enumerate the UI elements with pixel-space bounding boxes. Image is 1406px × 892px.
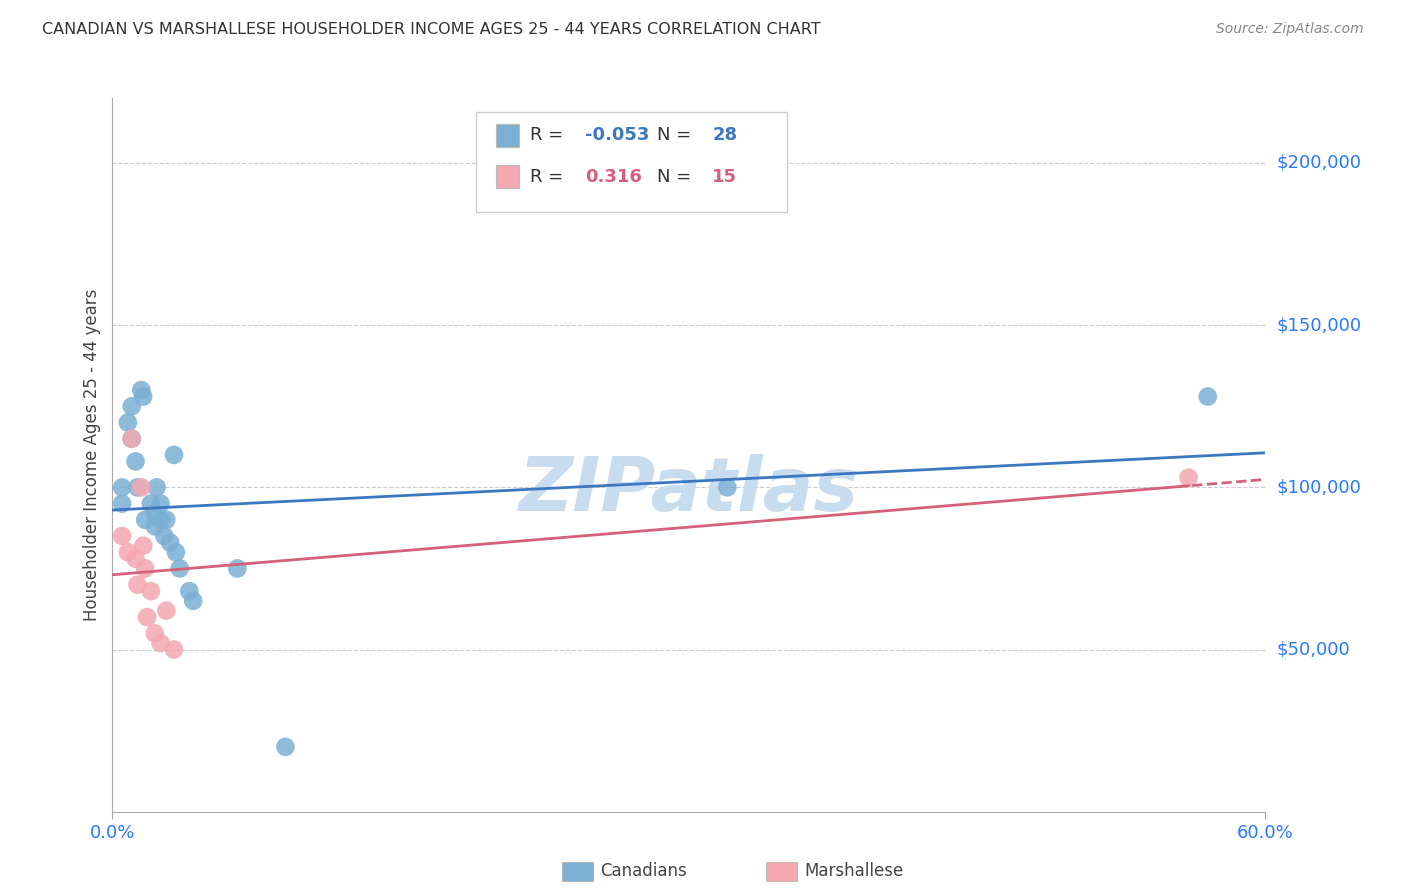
Text: Canadians: Canadians	[600, 863, 688, 880]
Point	[149, 497, 172, 511]
Bar	[496, 124, 519, 146]
Point	[1177, 470, 1199, 484]
Y-axis label: Householder Income Ages 25 - 44 years: Householder Income Ages 25 - 44 years	[83, 289, 101, 621]
Point	[274, 739, 297, 754]
Point	[124, 454, 146, 468]
Point	[121, 432, 143, 446]
Point	[111, 497, 134, 511]
Point	[143, 626, 166, 640]
Point	[132, 390, 155, 404]
Text: ZIPatlas: ZIPatlas	[519, 454, 859, 527]
Text: -0.053: -0.053	[585, 127, 650, 145]
Text: R =: R =	[530, 168, 569, 186]
Point	[136, 610, 159, 624]
Point	[121, 432, 143, 446]
Point	[117, 416, 139, 430]
Point	[139, 497, 162, 511]
Text: $150,000: $150,000	[1277, 316, 1361, 334]
Point	[127, 480, 149, 494]
Point	[181, 594, 204, 608]
Point	[153, 529, 176, 543]
Point	[155, 604, 177, 618]
Point	[129, 480, 153, 494]
Point	[134, 561, 156, 575]
Point	[1197, 390, 1219, 404]
Text: CANADIAN VS MARSHALLESE HOUSEHOLDER INCOME AGES 25 - 44 YEARS CORRELATION CHART: CANADIAN VS MARSHALLESE HOUSEHOLDER INCO…	[42, 22, 821, 37]
Text: R =: R =	[530, 127, 569, 145]
Text: $50,000: $50,000	[1277, 640, 1350, 658]
Point	[111, 480, 134, 494]
Point	[127, 577, 149, 591]
Text: $100,000: $100,000	[1277, 478, 1361, 496]
Point	[143, 519, 166, 533]
Point	[124, 551, 146, 566]
Text: N =: N =	[657, 168, 697, 186]
Point	[121, 399, 143, 413]
Text: Source: ZipAtlas.com: Source: ZipAtlas.com	[1216, 22, 1364, 37]
Point	[129, 383, 153, 397]
Point	[111, 529, 134, 543]
Point	[163, 448, 186, 462]
Text: N =: N =	[657, 127, 697, 145]
Point	[226, 561, 249, 575]
Point	[165, 545, 187, 559]
Point	[149, 636, 172, 650]
Point	[139, 584, 162, 599]
Point	[149, 513, 172, 527]
Point	[179, 584, 201, 599]
Text: 0.316: 0.316	[585, 168, 643, 186]
Point	[143, 506, 166, 520]
Point	[169, 561, 191, 575]
Text: 15: 15	[713, 168, 737, 186]
Text: 28: 28	[713, 127, 737, 145]
Point	[145, 480, 167, 494]
Point	[163, 642, 186, 657]
Text: Marshallese: Marshallese	[804, 863, 904, 880]
Point	[132, 539, 155, 553]
Point	[134, 513, 156, 527]
Point	[159, 535, 181, 549]
Point	[155, 513, 177, 527]
Bar	[496, 165, 519, 188]
Point	[716, 480, 738, 494]
Point	[117, 545, 139, 559]
FancyBboxPatch shape	[475, 112, 787, 212]
Text: $200,000: $200,000	[1277, 154, 1361, 172]
